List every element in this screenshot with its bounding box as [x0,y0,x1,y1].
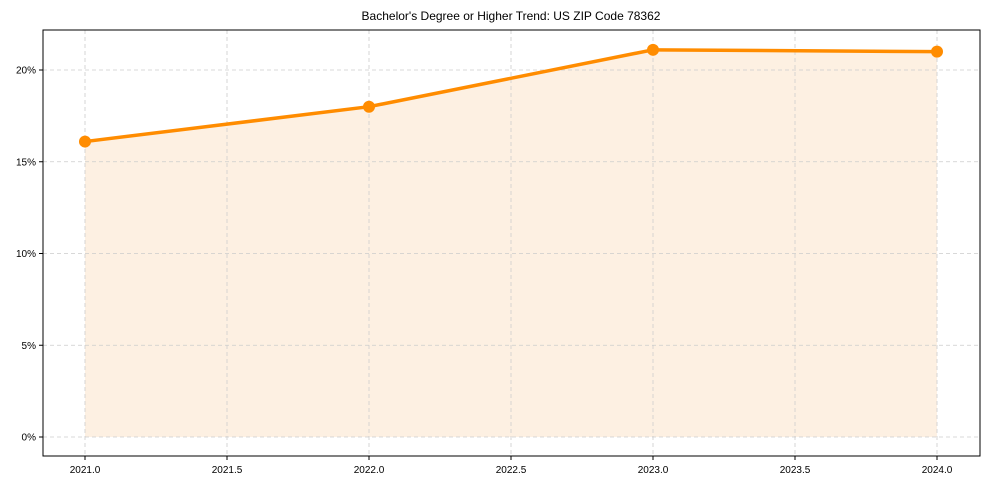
data-point-marker [647,43,659,56]
x-tick-label: 2023.0 [638,465,669,476]
y-tick-label: 15% [16,157,36,168]
series-line [84,48,938,144]
y-axis-ticks: 0% 5% 10% 15% 20% [16,66,43,444]
y-tick-label: 20% [16,66,36,77]
data-point-marker [931,45,943,58]
chart-title: Bachelor's Degree or Higher Trend: US ZI… [362,9,661,23]
x-tick-label: 2021.0 [70,465,101,476]
x-tick-label: 2023.5 [780,465,811,476]
grid-lines [43,30,980,456]
y-tick-label: 0% [22,433,37,444]
x-tick-label: 2024.0 [922,465,953,476]
x-tick-label: 2021.5 [212,465,243,476]
data-series [79,43,943,148]
x-tick-label: 2022.5 [496,465,527,476]
x-axis-ticks: 2021.0 2021.5 2022.0 2022.5 2023.0 2023.5 2024… [70,456,953,476]
y-tick-label: 5% [22,341,37,352]
data-point-marker [363,100,375,113]
y-tick-label: 10% [16,249,36,260]
data-point-marker [79,135,91,148]
x-tick-label: 2022.0 [354,465,385,476]
